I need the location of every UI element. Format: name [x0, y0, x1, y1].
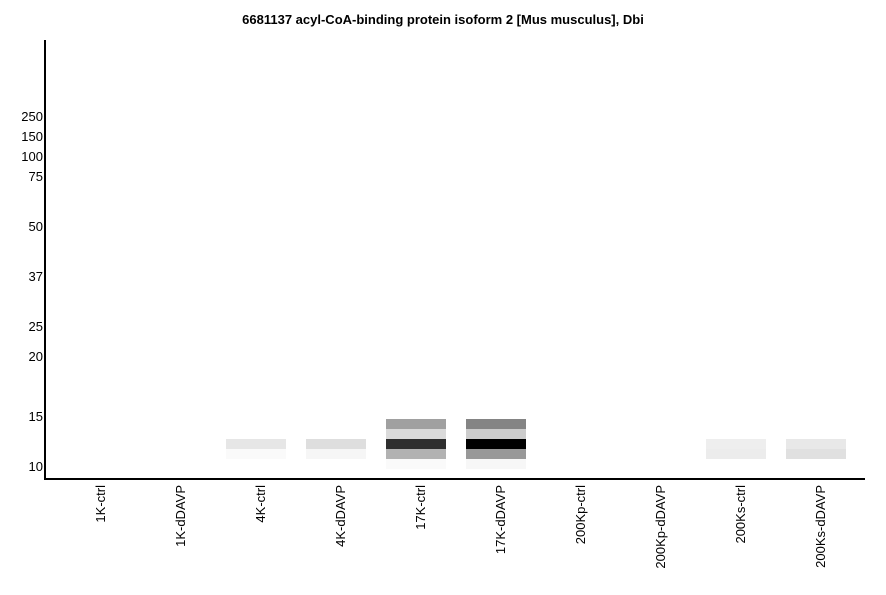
band — [386, 449, 446, 459]
band — [466, 459, 526, 469]
lane-label: 4K-dDAVP — [333, 485, 348, 547]
y-tick-label: 10 — [29, 459, 43, 474]
lane-label: 17K-ctrl — [413, 485, 428, 530]
band — [386, 429, 446, 439]
chart-title: 6681137 acyl-CoA-binding protein isoform… — [242, 12, 644, 27]
band — [786, 439, 846, 449]
band — [226, 449, 286, 459]
y-tick-label: 50 — [29, 219, 43, 234]
lane-label: 200Kp-dDAVP — [653, 485, 668, 569]
band — [466, 429, 526, 439]
lane-label: 4K-ctrl — [253, 485, 268, 523]
lane-label: 1K-ctrl — [93, 485, 108, 523]
lane-label: 200Ks-ctrl — [733, 485, 748, 544]
band — [786, 449, 846, 459]
lane-label: 17K-dDAVP — [493, 485, 508, 554]
y-tick-label: 75 — [29, 169, 43, 184]
lane-label: 1K-dDAVP — [173, 485, 188, 547]
y-tick-label: 15 — [29, 409, 43, 424]
band — [706, 439, 766, 449]
band — [386, 459, 446, 469]
band — [386, 439, 446, 449]
y-tick-label: 37 — [29, 269, 43, 284]
band — [386, 419, 446, 429]
band — [306, 439, 366, 449]
band — [466, 419, 526, 429]
y-tick-label: 25 — [29, 319, 43, 334]
y-tick-label: 20 — [29, 349, 43, 364]
y-tick-label: 100 — [21, 149, 43, 164]
lane-label: 200Ks-dDAVP — [813, 485, 828, 568]
lane-label: 200Kp-ctrl — [573, 485, 588, 544]
band — [466, 439, 526, 449]
band — [306, 449, 366, 459]
band — [466, 449, 526, 459]
band — [706, 449, 766, 459]
y-tick-label: 250 — [21, 109, 43, 124]
y-tick-label: 150 — [21, 129, 43, 144]
band — [226, 439, 286, 449]
